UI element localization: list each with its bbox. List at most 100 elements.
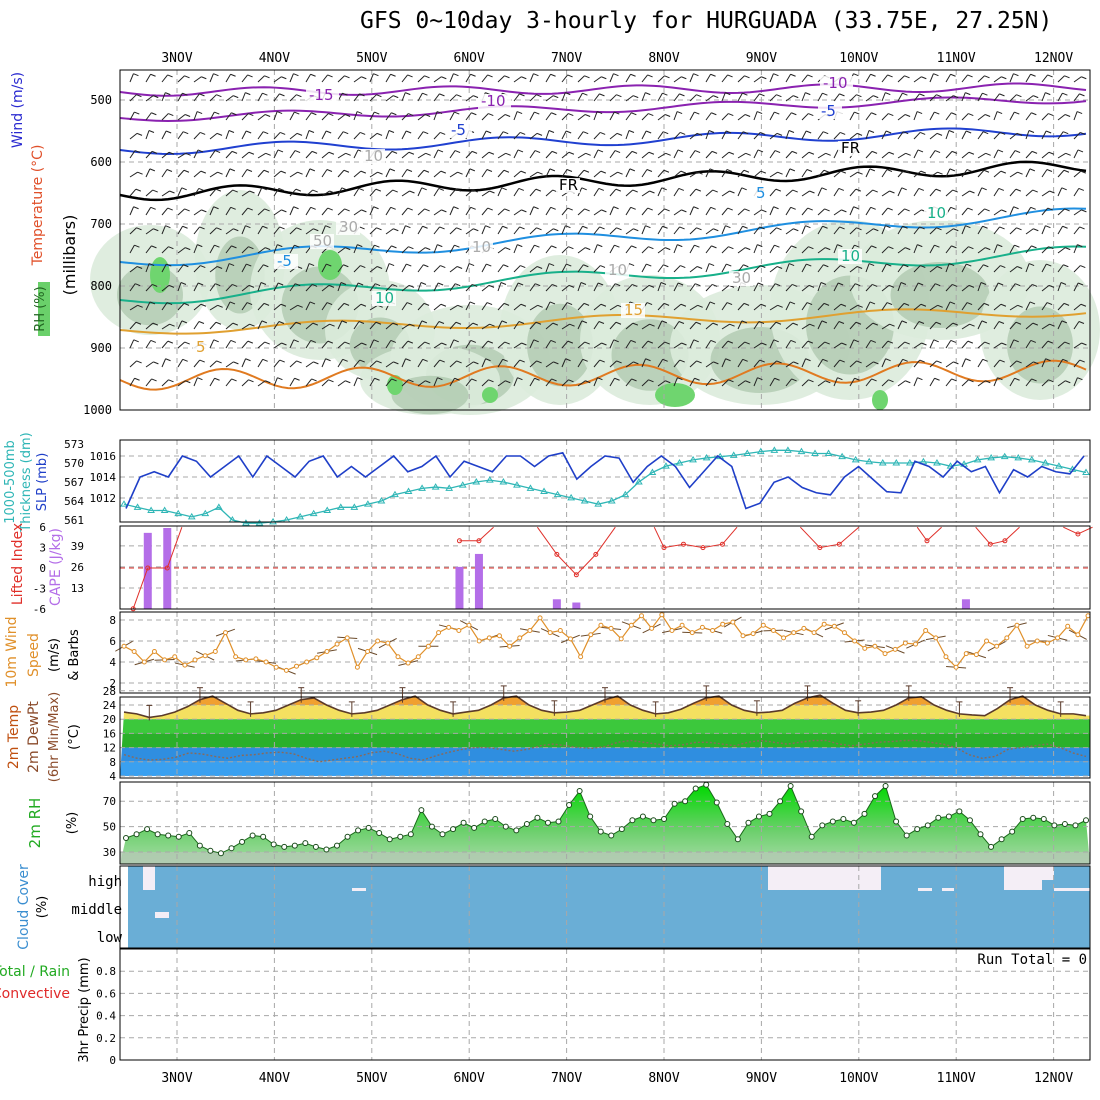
thickness-marker [133,503,142,510]
wind-barb [869,301,876,305]
wind-barb [198,321,205,324]
tick-label-temp: 12 [103,742,116,755]
wind-barb [697,304,703,308]
contour-label-bg [818,104,842,119]
wind-barb [961,92,966,102]
wind-barb [449,188,457,197]
wind-marker [811,630,817,636]
wind-barb [257,320,263,330]
wind-barb [481,379,489,387]
wind-barb [625,228,634,235]
wind-barb [561,358,567,368]
wind-barb [151,245,157,249]
wind-barb [849,304,858,311]
wind-barb [753,321,760,330]
wind-barb [580,282,587,285]
wind-barb [600,170,607,174]
rh-marker [333,842,340,849]
wind-barb [417,247,426,254]
wind-barb [401,284,410,292]
wind-barb [137,171,143,175]
wind-barb [657,75,665,83]
wind-barb [801,92,806,102]
wind-barb [737,359,744,368]
wind-barb [577,359,584,368]
wind-barb [473,95,479,99]
wind-barb [233,361,239,365]
wind-barb [567,340,574,344]
wind-barb [201,76,207,80]
wind-barb [933,339,939,343]
wind-barb [422,92,428,96]
wind-barb [689,283,696,292]
wind-barb [837,377,843,381]
wind-barb [407,74,413,78]
wind-barb [705,263,710,273]
wind-barb [1073,342,1082,349]
wind-barb [177,187,183,197]
wind-barb [865,228,874,235]
wind-barb [1065,247,1071,251]
wind-barb [967,74,973,78]
wind-barb [193,209,202,216]
wind-barb [1013,73,1019,77]
contour-freezing [119,160,1087,202]
contour-label: 10 [472,238,491,256]
wind-barb [935,188,942,192]
contour-label-bg [621,303,645,318]
wind-barb [485,130,492,134]
contour-label-bg [838,249,862,264]
rh-marker [988,843,995,850]
wind-barb [625,112,632,121]
wind-barb [993,265,1001,273]
wind-barb [711,150,718,154]
wind-barb [705,168,711,178]
wind-barb [885,358,891,362]
wind-barb [809,323,815,327]
wind-barb [872,284,878,287]
wind-barb [305,263,310,273]
wind-barb [568,151,575,155]
wind-barb [136,227,142,231]
wind-barb [166,169,173,172]
wind-barb [870,73,876,77]
wind-barb [753,282,759,292]
wind-barb [905,247,911,251]
wind-barb [433,303,442,311]
wind-barb [321,190,330,197]
wind-barb [135,188,142,192]
rh-base [120,852,1090,864]
wind-barb [1014,377,1020,381]
wind-barb [209,132,218,140]
wind-barb [545,207,552,216]
wind-barb [497,282,502,292]
wind-barb [577,75,585,83]
series-lifted-index [459,526,494,542]
wind-barb [449,244,455,254]
wind-barb [353,303,362,311]
wind-barb [161,225,166,235]
wind-barb [225,263,230,273]
wind-barb [513,188,520,197]
wind-barb [264,341,270,345]
wind-barb [424,75,430,79]
rh-marker [1083,817,1089,824]
wind-barb [593,93,600,102]
wind-barb [870,339,877,343]
wind-barb [593,111,598,121]
wind-barb [949,301,956,305]
wind-barb [609,94,617,102]
wind-barb [200,132,206,135]
wind-barb [822,225,828,229]
wind-barb [129,171,138,178]
wind-marker [801,625,807,631]
thickness-marker [973,455,982,463]
contour-label-bg [729,271,753,286]
ylabel-precip-total: Total / Rain [0,964,70,980]
wind-barb [369,132,378,140]
wind-barb [374,377,380,381]
rh-marker [977,831,984,838]
wind-barb [390,73,396,77]
wind-barb [1033,361,1039,365]
wind-barb [981,187,987,191]
